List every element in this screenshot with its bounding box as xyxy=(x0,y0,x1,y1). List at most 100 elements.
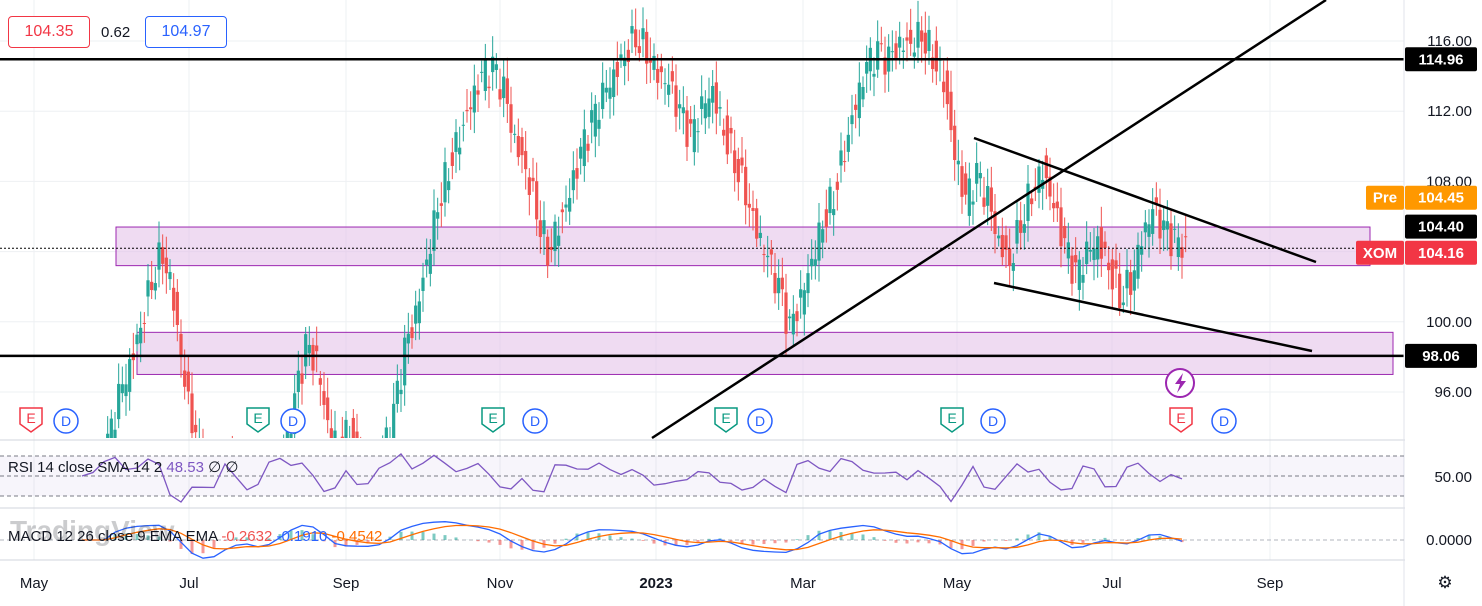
candle-body xyxy=(978,173,982,179)
macd-histogram-bar xyxy=(454,537,458,540)
candle-body xyxy=(1000,234,1004,258)
candle-body xyxy=(483,59,487,92)
candle-body xyxy=(384,427,388,438)
candle-body xyxy=(762,254,766,256)
wedge-upper-line xyxy=(973,136,1317,264)
trendlines xyxy=(651,0,1327,440)
candle-body xyxy=(861,86,865,100)
candle-body xyxy=(348,444,351,448)
macd-histogram-bar xyxy=(685,540,689,546)
candle-body xyxy=(524,150,528,170)
premarket-label-tag-label: Pre xyxy=(1373,190,1397,207)
candle-body xyxy=(659,66,663,73)
candle-body xyxy=(645,31,649,64)
dividend-icon: D xyxy=(522,408,548,434)
candle-body xyxy=(835,181,839,190)
candle-body xyxy=(791,313,795,335)
candle-body xyxy=(179,334,183,357)
symbol-label-tag-bg xyxy=(1356,240,1404,265)
time-tick-label: Mar xyxy=(790,575,816,592)
candle-body xyxy=(194,424,198,433)
candle-body xyxy=(806,273,810,294)
candle-body xyxy=(256,523,259,524)
upper-zone xyxy=(115,226,1371,267)
candle-body xyxy=(1088,250,1092,252)
dividend-icon: D xyxy=(1211,408,1237,434)
rsi-na: ∅ xyxy=(208,459,225,476)
macd-histogram-bar xyxy=(311,534,315,540)
candle-body xyxy=(575,168,579,179)
macd-histogram-bar xyxy=(531,540,535,550)
candle-body xyxy=(942,81,946,93)
candle-body xyxy=(1180,247,1184,258)
macd-histogram-bar xyxy=(762,540,766,545)
candle-body xyxy=(931,57,935,70)
last-tag: 104.16 xyxy=(1405,240,1477,265)
candle-body xyxy=(1125,269,1129,289)
candle-body xyxy=(637,46,641,54)
candle-body xyxy=(722,129,726,136)
ask-price-box[interactable]: 104.97 xyxy=(145,16,227,48)
price-tick-label: 96.00 xyxy=(1434,384,1472,401)
macd-tick-label: 0.0000 xyxy=(1426,532,1472,549)
price-axis[interactable]: 116.00112.00108.00100.0096.0050.000.0000… xyxy=(1356,0,1482,606)
time-axis[interactable]: May Jul Sep Nov 2023 Mar May Jul Sep xyxy=(20,575,1284,592)
macd-histogram-bar xyxy=(124,533,128,540)
candle-body xyxy=(491,56,495,73)
premarket-label-tag: Pre xyxy=(1366,185,1404,210)
candle-body xyxy=(326,397,330,421)
candle-body xyxy=(883,57,887,75)
macd-histogram-bar xyxy=(212,540,216,549)
spread-value: 0.62 xyxy=(101,23,131,41)
candle-body xyxy=(795,311,799,322)
macd-histogram-bar xyxy=(806,535,810,540)
candle-body xyxy=(590,110,594,123)
candle-body xyxy=(865,61,869,74)
macd-histogram-bar xyxy=(696,540,700,543)
macd-histogram-bar xyxy=(1136,538,1140,540)
macd-hist-value: -0.2632 xyxy=(221,528,276,545)
candle-body xyxy=(505,78,509,104)
earnings-label: E xyxy=(1176,410,1185,426)
candle-body xyxy=(780,277,784,290)
candle-body xyxy=(1081,274,1085,283)
macd-histogram-bar xyxy=(828,530,832,540)
macd-histogram-bar xyxy=(245,537,249,540)
candle-body xyxy=(571,170,575,191)
candle-body xyxy=(729,127,733,134)
bid-price-box[interactable]: 104.35 xyxy=(8,16,90,48)
candle-body xyxy=(1103,241,1107,249)
candle-body xyxy=(733,150,737,174)
candle-body xyxy=(766,255,770,258)
candle-body xyxy=(718,107,722,109)
candle-body xyxy=(425,259,429,265)
candle-body xyxy=(1026,183,1030,221)
candle-body xyxy=(538,220,542,238)
macd-histogram-bar xyxy=(564,538,568,540)
rsi-na: ∅ xyxy=(225,459,238,476)
candle-body xyxy=(857,82,861,119)
candle-body xyxy=(846,134,850,152)
support-tag-label: 98.06 xyxy=(1422,348,1460,365)
candle-body xyxy=(414,305,418,324)
candle-body xyxy=(175,291,179,326)
candle-body xyxy=(322,391,326,405)
candle-body xyxy=(1063,225,1067,239)
support-tag-bg xyxy=(1405,343,1477,368)
candle-body xyxy=(516,136,520,158)
candle-body xyxy=(399,389,403,395)
settings-gear-icon[interactable]: ⚙ xyxy=(1437,573,1453,592)
macd-histogram-bar xyxy=(421,532,425,540)
dividend-icon: D xyxy=(980,408,1006,434)
candle-body xyxy=(146,280,150,297)
candle-body xyxy=(520,137,524,156)
candle-body xyxy=(876,41,880,70)
candle-body xyxy=(769,249,773,255)
candle-body xyxy=(630,26,634,34)
candle-body xyxy=(1059,207,1063,247)
candle-body xyxy=(1143,222,1147,233)
candle-body xyxy=(190,393,194,434)
candle-body xyxy=(1176,237,1180,258)
rsi-value: 48.53 xyxy=(166,459,208,476)
